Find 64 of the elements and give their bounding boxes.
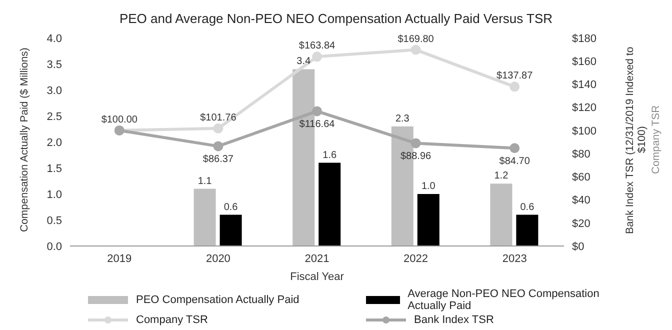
y-tick-label: 2.5 [46,110,62,123]
data-label: $100.00 [101,114,138,126]
y2-tick-label: $40 [572,194,590,207]
y-tick-label: 4.0 [46,32,62,45]
data-label: 0.6 [224,202,238,213]
bar [194,188,216,246]
bar [490,184,512,246]
data-label: 1.6 [322,150,337,161]
point [410,44,421,55]
bar [516,214,538,246]
y2-tick-label: $180 [572,32,596,45]
data-label: 1.1 [198,176,212,187]
point [312,52,322,62]
data-label: $84.70 [499,156,530,168]
data-label: 2.3 [395,113,410,124]
y-tick-label: 3.0 [46,84,62,97]
point [410,138,421,148]
y-tick-label: 2.0 [46,136,62,149]
data-label: 1.2 [494,170,509,182]
y-tick-label: 0.5 [46,214,62,227]
data-label: 3.4 [296,56,311,68]
y-tick-label: 0.0 [46,240,62,253]
legend-label: Average Non-PEO NEO Compensation Actually Paid [408,288,600,312]
data-label: $163.84 [298,40,336,52]
y2-tick-label: $80 [572,148,590,160]
y2-tick-label: $100 [572,125,596,138]
data-label: 1.0 [421,181,436,192]
x-tick-label: 2019 [107,252,132,265]
bar [220,214,242,246]
legend-label: Bank Index TSR [414,314,494,326]
y2-tick-label: $120 [572,102,596,114]
y2-axis-title: Bank Index TSR (12/31/2019 Indexed to $100) [624,45,648,236]
y2-tick-label: $0 [572,240,584,253]
data-label: $88.96 [400,151,432,162]
x-tick-label: 2020 [206,252,230,265]
point [213,123,224,134]
legend-label: Company TSR [136,314,208,326]
y-tick-label: 1.0 [46,188,62,201]
data-label: $86.37 [202,154,234,166]
x-tick-label: 2023 [502,252,527,265]
x-tick-label: 2021 [304,252,330,265]
chart-title: PEO and Average Non-PEO NEO Compensation Actually Paid Versus TSR [118,10,554,28]
y-tick-label: 3.5 [46,58,62,71]
legend-label: PEO Compensation Actually Paid [136,294,300,306]
y2-tick-label: $20 [572,218,590,230]
x-tick-label: 2022 [404,252,428,265]
bar [417,194,440,246]
data-label: 0.6 [520,202,535,213]
y-tick-label: 1.5 [46,162,62,175]
text: Company TSR [650,104,662,176]
x-axis-title: Fiscal Year [290,271,344,283]
point [213,141,224,152]
y2-tick-label: $60 [572,172,590,184]
point [510,143,520,154]
data-label: $137.87 [496,70,534,82]
y-axis-title: Compensation Actually Paid ($ Millions) [18,48,31,232]
data-label: $116.64 [299,119,336,130]
bar [318,162,341,246]
y2-tick-label: $140 [572,79,596,92]
y2-tick-label: $160 [572,56,596,68]
data-label: $169.80 [398,34,434,45]
point [510,82,520,92]
data-label: $101.76 [200,112,237,124]
point [312,106,322,116]
